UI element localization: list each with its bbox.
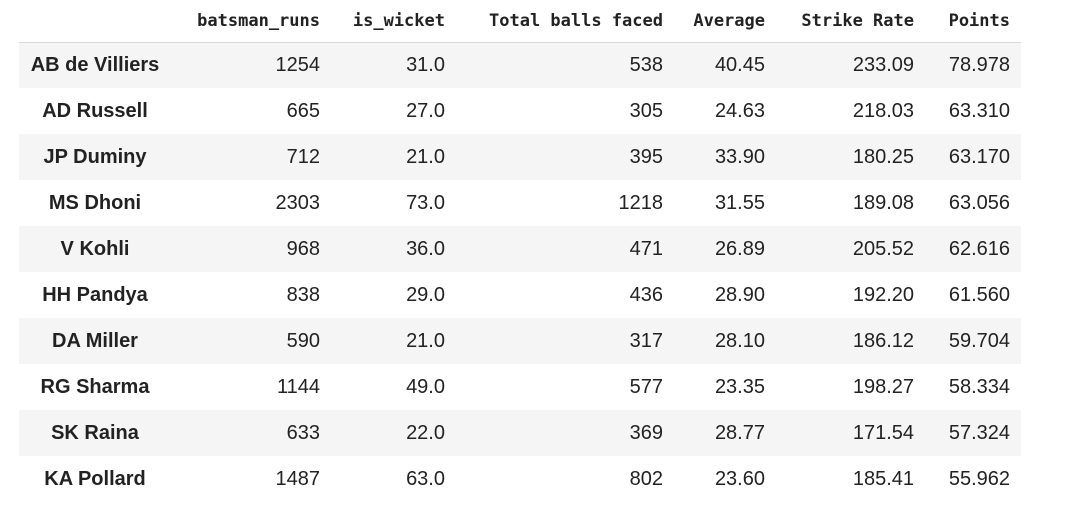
dataframe-output: batsman_runs is_wicket Total balls faced… bbox=[19, 0, 1021, 502]
table-row: AD Russell 665 27.0 305 24.63 218.03 63.… bbox=[19, 88, 1021, 134]
table-cell: 23.35 bbox=[714, 375, 765, 398]
column-header-strike-rate: Strike Rate bbox=[776, 0, 925, 43]
table-cell: 633 bbox=[286, 421, 320, 444]
table-cell: 27.0 bbox=[406, 99, 445, 122]
row-index-label: DA Miller bbox=[52, 329, 138, 352]
table-cell: 968 bbox=[286, 237, 320, 260]
table-cell: 28.77 bbox=[714, 421, 765, 444]
table-cell: 233.09 bbox=[852, 53, 914, 76]
table-row: HH Pandya 838 29.0 436 28.90 192.20 61.5… bbox=[19, 272, 1021, 318]
table-cell: 49.0 bbox=[406, 375, 445, 398]
table-cell: 36.0 bbox=[406, 237, 445, 260]
table-cell: 577 bbox=[629, 375, 663, 398]
row-index-label: SK Raina bbox=[51, 421, 139, 444]
row-index-label: V Kohli bbox=[60, 237, 130, 260]
table-cell: 1254 bbox=[275, 53, 321, 76]
table-cell: 63.170 bbox=[948, 145, 1010, 168]
header-row: batsman_runs is_wicket Total balls faced… bbox=[19, 0, 1021, 43]
table-cell: 63.056 bbox=[948, 191, 1010, 214]
table-cell: 665 bbox=[286, 99, 320, 122]
table-cell: 1218 bbox=[618, 191, 664, 214]
table-cell: 28.10 bbox=[714, 329, 765, 352]
table-cell: 838 bbox=[286, 283, 320, 306]
table-cell: 192.20 bbox=[852, 283, 914, 306]
table-cell: 61.560 bbox=[948, 283, 1010, 306]
table-cell: 22.0 bbox=[406, 421, 445, 444]
table-cell: 62.616 bbox=[948, 237, 1010, 260]
table-cell: 802 bbox=[629, 467, 663, 490]
table-row: RG Sharma 1144 49.0 577 23.35 198.27 58.… bbox=[19, 364, 1021, 410]
table-cell: 31.55 bbox=[714, 191, 765, 214]
table-cell: 21.0 bbox=[406, 329, 445, 352]
row-index-label: JP Duminy bbox=[43, 145, 147, 168]
row-index-label: MS Dhoni bbox=[48, 191, 142, 214]
column-header-batsman-runs: batsman_runs bbox=[175, 0, 331, 43]
table-cell: 471 bbox=[629, 237, 663, 260]
table-cell: 59.704 bbox=[948, 329, 1010, 352]
table-cell: 171.54 bbox=[852, 421, 914, 444]
table-cell: 33.90 bbox=[714, 145, 765, 168]
table-cell: 218.03 bbox=[852, 99, 914, 122]
table-cell: 58.334 bbox=[948, 375, 1010, 398]
row-index-label: AD Russell bbox=[42, 99, 148, 122]
column-header-is-wicket: is_wicket bbox=[331, 0, 456, 43]
index-header bbox=[19, 0, 175, 43]
row-index-label: AB de Villiers bbox=[30, 53, 160, 76]
table-row: V Kohli 968 36.0 471 26.89 205.52 62.616 bbox=[19, 226, 1021, 272]
table-cell: 189.08 bbox=[852, 191, 914, 214]
dataframe-table: batsman_runs is_wicket Total balls faced… bbox=[19, 0, 1021, 502]
table-cell: 180.25 bbox=[852, 145, 914, 168]
table-cell: 24.63 bbox=[714, 99, 765, 122]
column-header-total-balls-faced: Total balls faced bbox=[456, 0, 674, 43]
table-cell: 57.324 bbox=[948, 421, 1010, 444]
table-cell: 1487 bbox=[275, 467, 321, 490]
table-cell: 712 bbox=[286, 145, 320, 168]
column-header-points: Points bbox=[925, 0, 1021, 43]
table-cell: 26.89 bbox=[714, 237, 765, 260]
table-cell: 55.962 bbox=[948, 467, 1010, 490]
table-cell: 198.27 bbox=[852, 375, 914, 398]
table-cell: 1144 bbox=[276, 375, 320, 398]
table-cell: 40.45 bbox=[714, 53, 765, 76]
table-cell: 23.60 bbox=[714, 467, 765, 490]
table-cell: 538 bbox=[629, 53, 663, 76]
table-cell: 28.90 bbox=[714, 283, 765, 306]
table-cell: 305 bbox=[629, 99, 663, 122]
table-cell: 395 bbox=[629, 145, 663, 168]
table-cell: 185.41 bbox=[852, 467, 914, 490]
table-cell: 317 bbox=[629, 329, 663, 352]
table-row: SK Raina 633 22.0 369 28.77 171.54 57.32… bbox=[19, 410, 1021, 456]
table-cell: 63.310 bbox=[948, 99, 1010, 122]
table-cell: 436 bbox=[629, 283, 663, 306]
row-index-label: RG Sharma bbox=[40, 375, 150, 398]
table-cell: 590 bbox=[286, 329, 320, 352]
table-row: KA Pollard 1487 63.0 802 23.60 185.41 55… bbox=[19, 456, 1021, 502]
table-cell: 21.0 bbox=[406, 145, 445, 168]
table-row: MS Dhoni 2303 73.0 1218 31.55 189.08 63.… bbox=[19, 180, 1021, 226]
row-index-label: HH Pandya bbox=[42, 283, 148, 306]
table-cell: 29.0 bbox=[406, 283, 445, 306]
row-index-label: KA Pollard bbox=[44, 467, 146, 490]
table-cell: 78.978 bbox=[948, 53, 1010, 76]
table-cell: 31.0 bbox=[406, 53, 445, 76]
table-cell: 369 bbox=[629, 421, 663, 444]
table-row: JP Duminy 712 21.0 395 33.90 180.25 63.1… bbox=[19, 134, 1021, 180]
table-cell: 2303 bbox=[275, 191, 321, 214]
table-cell: 73.0 bbox=[406, 191, 445, 214]
table-cell: 63.0 bbox=[406, 467, 445, 490]
table-row: AB de Villiers 1254 31.0 538 40.45 233.0… bbox=[19, 42, 1021, 88]
table-cell: 186.12 bbox=[852, 329, 914, 352]
table-row: DA Miller 590 21.0 317 28.10 186.12 59.7… bbox=[19, 318, 1021, 364]
column-header-average: Average bbox=[674, 0, 776, 43]
table-cell: 205.52 bbox=[852, 237, 914, 260]
